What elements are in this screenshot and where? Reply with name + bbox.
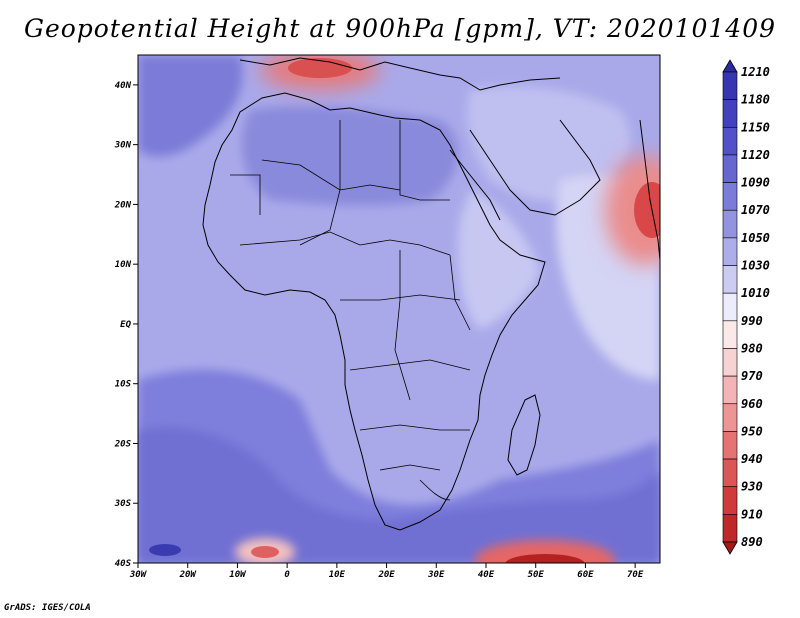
lat-tick-label: 40N [115, 81, 132, 91]
colorbar-label: 930 [741, 480, 763, 494]
colorbar-label: 1070 [741, 203, 770, 217]
colorbar-label: 890 [741, 535, 763, 549]
europe-coastline [239, 57, 561, 91]
lon-tick-label: 60E [577, 570, 594, 580]
colorbar-label: 1090 [741, 176, 770, 190]
colorbar-swatch [722, 431, 738, 460]
colorbar-swatch [722, 154, 738, 183]
lat-tick-label: 30S [114, 499, 132, 509]
colorbar-swatch [722, 375, 738, 405]
africa-coastline [202, 92, 546, 531]
lon-tick-label: 70E [627, 570, 644, 580]
lon-tick-label: 30W [129, 570, 148, 580]
madagascar-coastline [507, 394, 541, 476]
colorbar-label: 960 [741, 397, 763, 411]
colorbar-swatch [722, 71, 738, 100]
red-sea [449, 149, 501, 221]
colorbar-swatch [722, 99, 738, 128]
colorbar-swatch [722, 320, 738, 349]
colorbar-label: 970 [741, 369, 763, 383]
arabia-coastline [469, 119, 601, 216]
lat-tick-label: 30N [114, 141, 132, 151]
lat-tick-label: 10S [115, 380, 132, 390]
colorbar-swatch [722, 265, 738, 294]
footer-credit: GrADS: IGES/COLA [4, 603, 91, 613]
chart-title: Geopotential Height at 900hPa [gpm], VT:… [23, 14, 777, 43]
colorbar-label: 1010 [741, 286, 770, 300]
colorbar-swatch [722, 209, 738, 239]
height-field [138, 55, 660, 563]
colorbar-label: 940 [741, 452, 763, 466]
colorbar-label: 950 [741, 424, 763, 438]
colorbar-label: 1030 [741, 259, 770, 273]
colorbar-label: 1120 [741, 148, 770, 162]
colorbar-top-arrow [722, 59, 738, 73]
lon-tick-label: 20E [377, 570, 395, 580]
colorbar-bottom-arrow [722, 541, 738, 555]
colorbar-swatch [722, 126, 738, 156]
lat-tick-label: 10N [115, 260, 132, 270]
colorbar-label: 980 [741, 341, 763, 355]
map-frame [137, 54, 661, 564]
lat-tick-label: EQ [120, 320, 131, 330]
colorbar-swatch [722, 403, 738, 432]
colorbar-swatch [722, 182, 738, 211]
colorbar-swatch [722, 237, 738, 266]
coastlines [202, 57, 660, 531]
lat-tick-label: 20S [114, 439, 132, 449]
lon-tick-label: 10E [329, 570, 346, 580]
latitude-axis: 40N 30N 20N 10N EQ 10S 20S 30S 40S [114, 81, 138, 569]
lon-tick-label: 10W [229, 570, 247, 580]
lat-tick-label: 40S [115, 559, 132, 569]
colorbar-label: 1150 [741, 120, 770, 134]
colorbar-swatch [722, 486, 738, 515]
country-borders [230, 120, 471, 501]
colorbar-label: 1210 [741, 65, 770, 79]
colorbar-swatch [722, 292, 738, 322]
lon-tick-label: 20W [179, 570, 198, 580]
colorbar-label: 1050 [741, 231, 770, 245]
lon-tick-label: 0 [284, 570, 290, 580]
lat-tick-label: 20N [114, 200, 132, 210]
colorbar-swatch [722, 458, 738, 488]
colorbar-swatch [722, 514, 738, 543]
lon-tick-label: 40E [478, 570, 495, 580]
colorbar-swatch [722, 348, 738, 377]
lon-tick-label: 30E [427, 570, 445, 580]
longitude-axis: 30W 20W 10W 0 10E 20E 30E 40E 50E 60E 70E [129, 563, 644, 580]
colorbar: 1210 1180 1150 1120 1090 1070 1050 1030 1010 990 9… [722, 59, 770, 555]
colorbar-label: 910 [741, 507, 763, 521]
colorbar-label: 990 [741, 314, 763, 328]
lon-tick-label: 50E [528, 570, 545, 580]
india-coastline [639, 119, 660, 261]
colorbar-label: 1180 [741, 93, 770, 107]
